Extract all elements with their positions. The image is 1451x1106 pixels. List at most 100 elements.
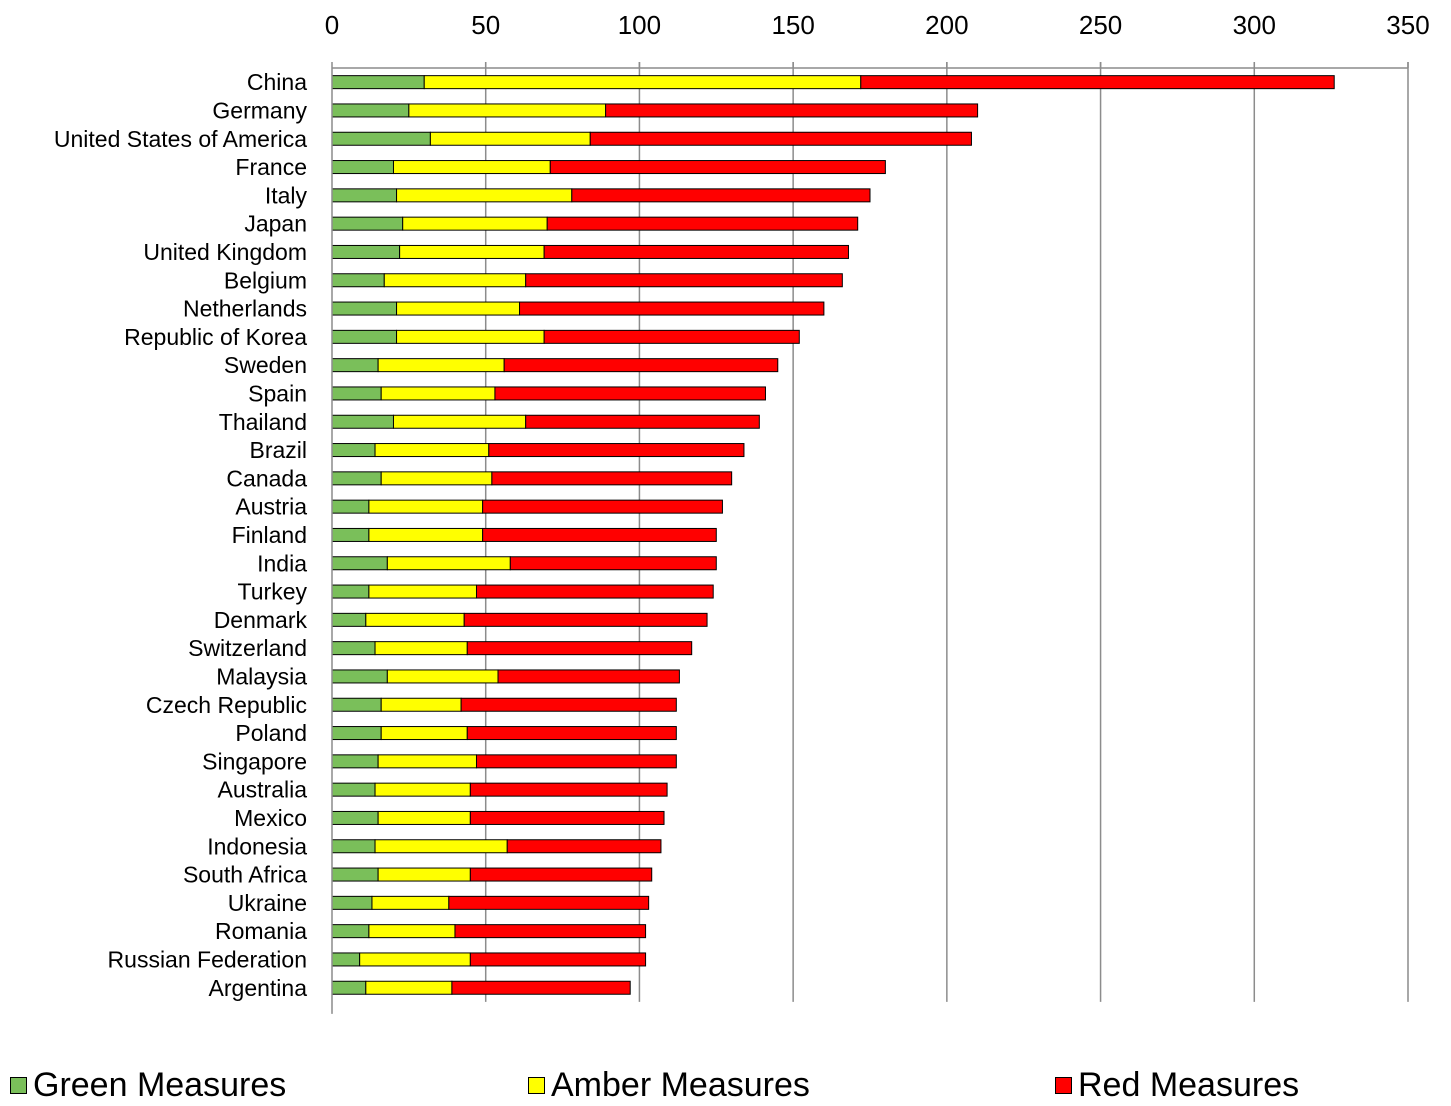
bar-red-segment	[605, 103, 979, 118]
bar-red-segment	[451, 980, 631, 995]
bar-green-segment	[331, 386, 382, 401]
bar-amber-segment	[396, 301, 521, 316]
bar-red-segment	[448, 895, 650, 910]
bar-red-segment	[509, 556, 717, 571]
bar-green-segment	[331, 216, 404, 231]
bar-amber-segment	[402, 216, 548, 231]
y-category-label: Singapore	[202, 748, 307, 774]
legend-item-red: Red Measures	[1055, 1066, 1299, 1105]
bar-green-segment	[331, 952, 361, 967]
y-category-label: Netherlands	[183, 296, 307, 322]
bar-red-segment	[549, 160, 886, 175]
bar-green-segment	[331, 556, 388, 571]
y-category-label: United States of America	[54, 126, 307, 152]
bar-green-segment	[331, 839, 376, 854]
x-tick-label: 150	[771, 10, 814, 40]
bar-red-segment	[519, 301, 825, 316]
bar-amber-segment	[374, 839, 508, 854]
bar-amber-segment	[377, 358, 505, 373]
bar-red-segment	[491, 471, 733, 486]
y-category-label: Mexico	[234, 805, 307, 831]
bar-amber-segment	[383, 273, 527, 288]
bar-red-segment	[860, 75, 1335, 90]
bar-amber-segment	[377, 810, 471, 825]
bar-green-segment	[331, 103, 410, 118]
y-category-label: Poland	[235, 720, 307, 746]
y-category-label: Canada	[226, 465, 307, 491]
bar-amber-segment	[380, 697, 462, 712]
y-category-label: Argentina	[209, 975, 308, 1001]
y-category-label: Australia	[218, 777, 308, 803]
bar-green-segment	[331, 301, 398, 316]
bar-amber-segment	[374, 641, 468, 656]
bar-red-segment	[454, 924, 647, 939]
bar-red-segment	[503, 358, 779, 373]
bar-green-segment	[331, 810, 379, 825]
bar-red-segment	[466, 726, 677, 741]
y-category-label: China	[247, 69, 307, 95]
bar-red-segment	[482, 527, 717, 542]
bar-amber-segment	[368, 527, 484, 542]
bar-amber-segment	[423, 75, 862, 90]
y-category-label: Sweden	[224, 352, 307, 378]
bar-red-segment	[469, 810, 665, 825]
y-category-label: Spain	[248, 380, 307, 406]
bar-amber-segment	[374, 443, 490, 458]
bar-red-segment	[494, 386, 766, 401]
bar-green-segment	[331, 75, 425, 90]
y-category-label: United Kingdom	[143, 239, 307, 265]
bar-red-segment	[469, 782, 668, 797]
bar-green-segment	[331, 867, 379, 882]
bar-green-segment	[331, 499, 370, 514]
x-tick-label: 50	[471, 10, 500, 40]
bar-green-segment	[331, 584, 370, 599]
bar-amber-segment	[377, 754, 477, 769]
legend-label-green: Green Measures	[33, 1066, 287, 1104]
y-category-label: Malaysia	[216, 663, 307, 689]
bar-green-segment	[331, 527, 370, 542]
bar-green-segment	[331, 641, 376, 656]
bar-green-segment	[331, 697, 382, 712]
legend-label-amber: Amber Measures	[551, 1066, 810, 1104]
bar-amber-segment	[359, 952, 471, 967]
y-category-label: Switzerland	[188, 635, 307, 661]
bar-red-segment	[488, 443, 745, 458]
bar-amber-segment	[396, 329, 545, 344]
bar-red-segment	[482, 499, 723, 514]
y-category-label: Russian Federation	[108, 946, 307, 972]
y-category-label: France	[235, 154, 307, 180]
legend-label-red: Red Measures	[1078, 1066, 1300, 1104]
legend-item-amber: Amber Measures	[528, 1066, 810, 1105]
y-category-label: Finland	[232, 522, 307, 548]
bar-red-segment	[463, 612, 708, 627]
bar-amber-segment	[368, 924, 456, 939]
bar-amber-segment	[399, 244, 545, 259]
bar-green-segment	[331, 754, 379, 769]
bar-red-segment	[546, 216, 859, 231]
bar-red-segment	[571, 188, 871, 203]
bar-green-segment	[331, 895, 373, 910]
bar-amber-segment	[408, 103, 607, 118]
bar-green-segment	[331, 443, 376, 458]
y-category-label: Republic of Korea	[124, 324, 307, 350]
y-category-label: Italy	[265, 182, 308, 208]
bar-amber-segment	[392, 160, 551, 175]
y-category-label: India	[257, 550, 307, 576]
y-category-label: Brazil	[249, 437, 307, 463]
bar-amber-segment	[365, 612, 465, 627]
bar-red-segment	[525, 273, 843, 288]
bar-green-segment	[331, 244, 401, 259]
legend-swatch-red	[1055, 1077, 1072, 1094]
bar-green-segment	[331, 980, 367, 995]
y-category-label: Germany	[212, 97, 307, 123]
bar-red-segment	[460, 697, 677, 712]
bars	[331, 75, 1335, 995]
y-category-label: Indonesia	[207, 833, 307, 859]
bar-amber-segment	[368, 584, 477, 599]
legend-swatch-green	[10, 1077, 27, 1094]
bar-amber-segment	[380, 726, 468, 741]
bar-green-segment	[331, 612, 367, 627]
bar-red-segment	[543, 244, 849, 259]
x-tick-label: 250	[1079, 10, 1122, 40]
bar-amber-segment	[380, 386, 496, 401]
